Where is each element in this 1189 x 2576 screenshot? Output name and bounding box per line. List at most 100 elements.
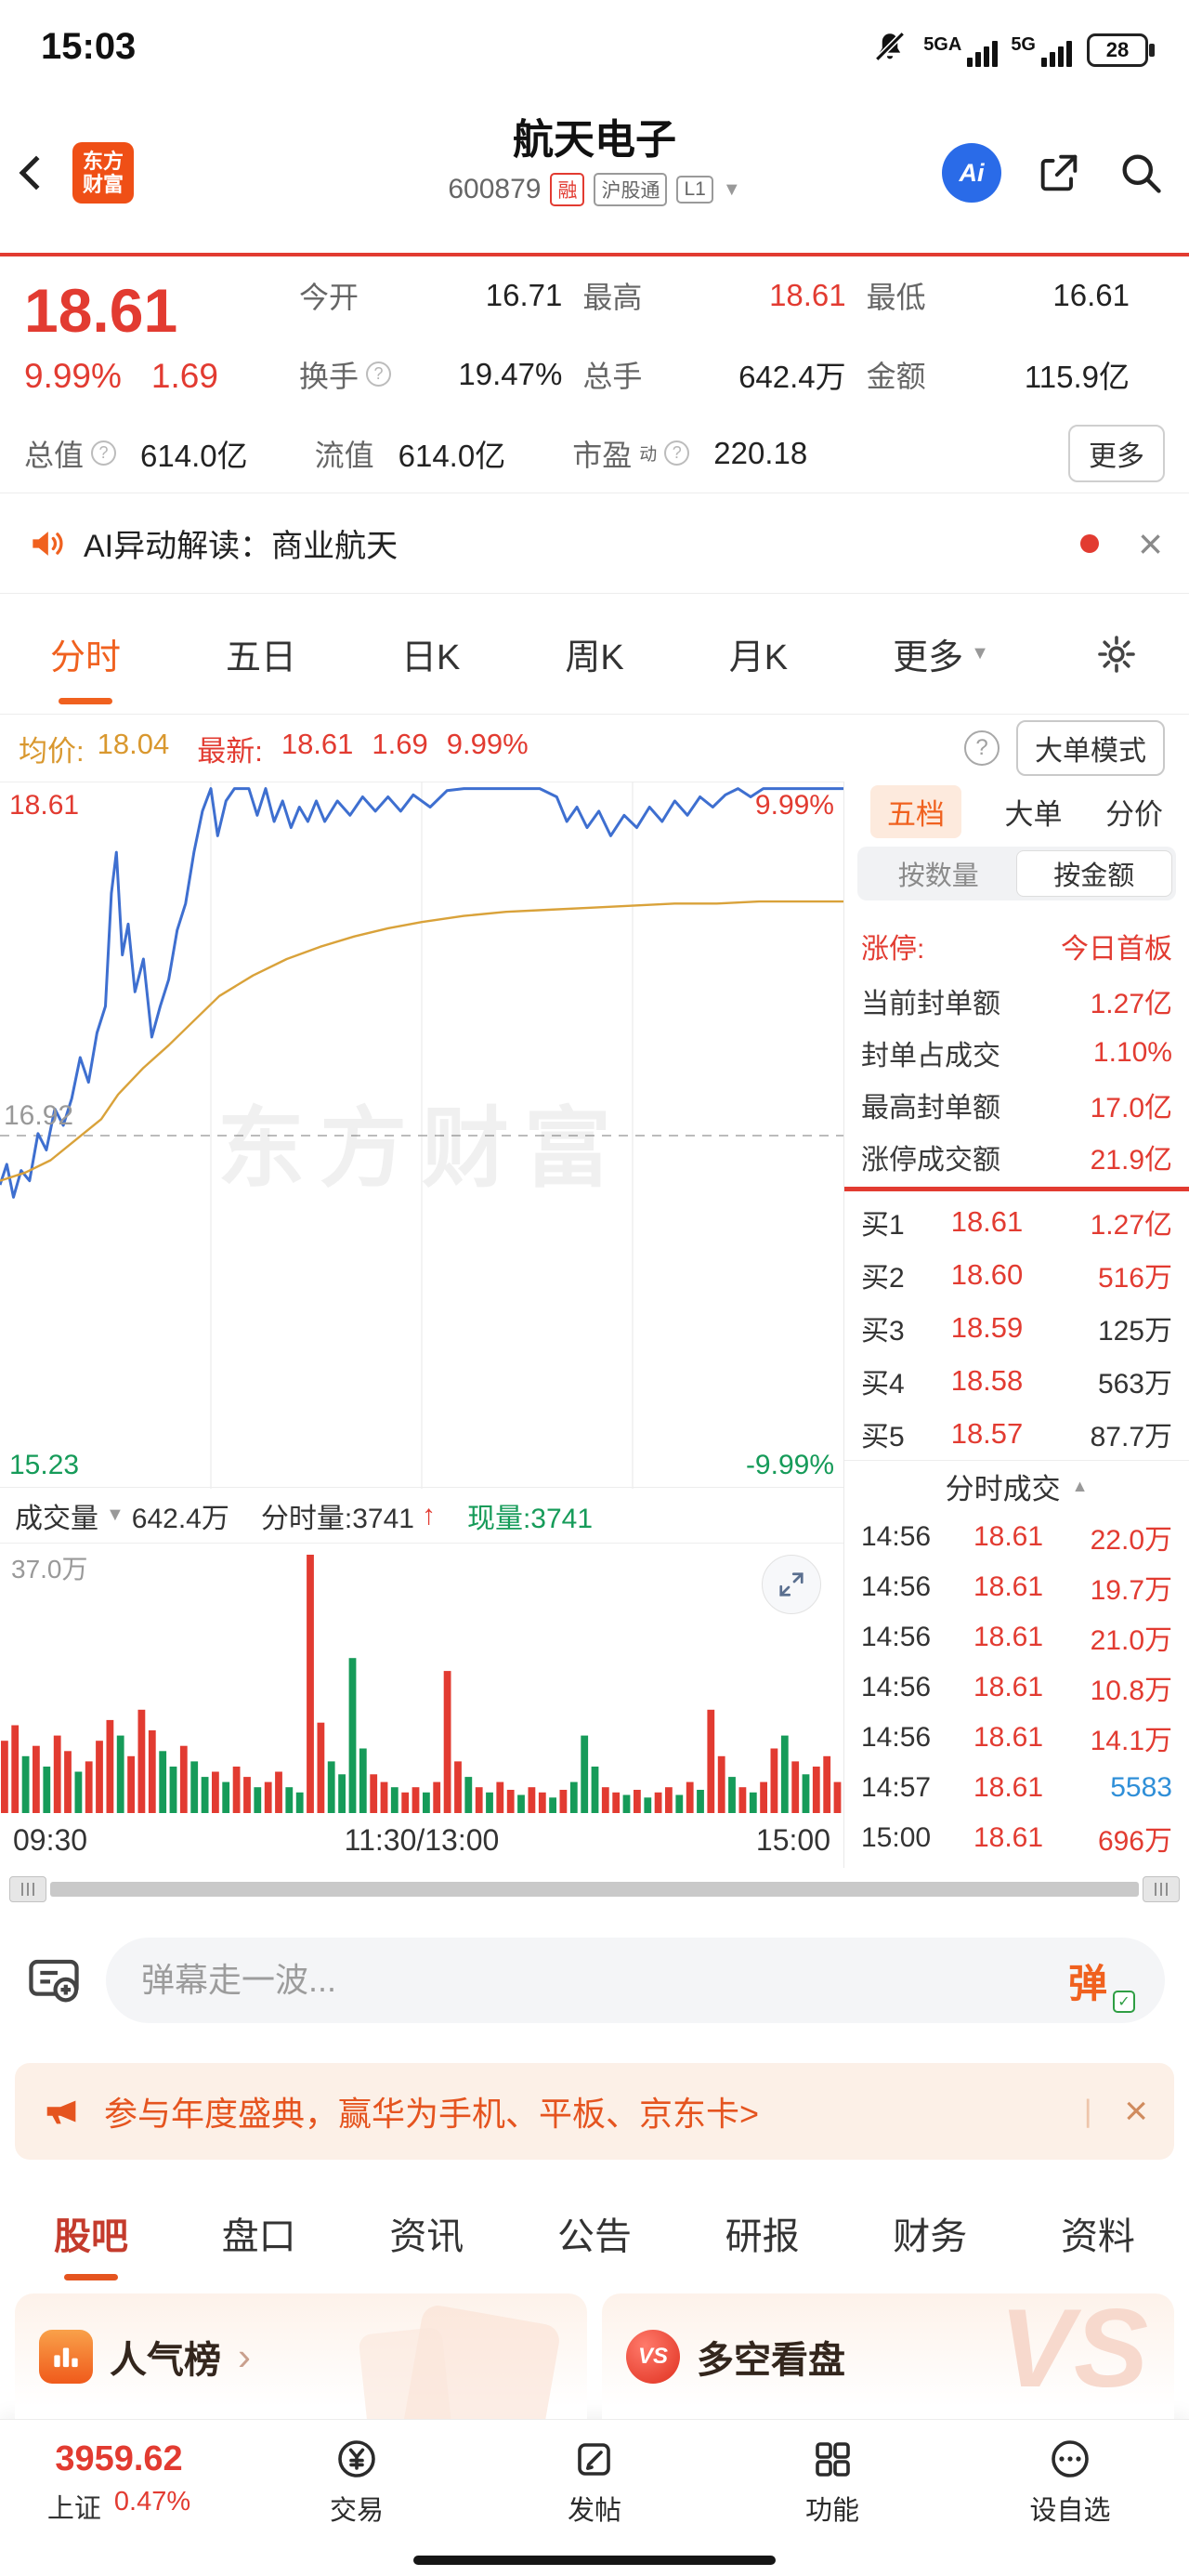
gear-icon[interactable] [1094,632,1139,677]
divider: 丨 [1072,2096,1104,2133]
help-icon[interactable]: ? [964,730,1000,766]
status-icons: 5GA 5G 28 [869,26,1155,67]
tab-announcements[interactable]: 公告 [556,2216,632,2257]
promo-text[interactable]: 参与年度盛典，赢华为手机、平板、京东卡> [104,2095,760,2133]
tab-forum[interactable]: 股吧 [54,2173,128,2293]
tab-financials[interactable]: 财务 [893,2216,968,2257]
tab-minute[interactable]: 分时 [50,594,121,714]
tab-more[interactable]: 更多 ▼ [893,638,989,677]
tab-5day[interactable]: 五日 [226,638,297,677]
more-button[interactable]: 更多 [1068,424,1165,482]
promo-close-button[interactable]: × [1124,2088,1148,2134]
tab-monthly-k[interactable]: 月K [728,638,789,677]
trade-icon [338,2440,375,2477]
back-button[interactable] [19,155,54,191]
depth-toggle: 按数量 按金额 [844,841,1189,906]
promo-banner[interactable]: 参与年度盛典，赢华为手机、平板、京东卡> 丨 × [15,2063,1174,2160]
signal-5g-icon: 5G [1011,34,1072,67]
bid-row[interactable]: 买3 18.59 125万 [861,1310,1172,1347]
tab-weekly-k[interactable]: 周K [565,638,624,677]
minute-volume: 分时量:3741 ↑ [260,1499,436,1534]
ai-assistant-button[interactable]: Ai [942,143,1001,203]
header-actions: Ai [942,143,1165,203]
speaker-icon [33,531,63,556]
ai-alert-bar[interactable]: AI异动解读：商业航天 × [0,493,1189,594]
trade-row: 14:56 18.61 10.8万 [861,1672,1172,1706]
comment-input[interactable] [141,1961,1052,2000]
bottom-nav: 3959.62 上证 0.47% 交易 发帖 功能 设自选 [0,2419,1189,2544]
fullscreen-button[interactable] [762,1555,821,1614]
status-time: 15:03 [41,25,137,67]
card-title: 人气榜 [110,2339,221,2381]
nav-watchlist[interactable]: 设自选 [951,2437,1189,2528]
bid-row[interactable]: 买4 18.58 563万 [861,1363,1172,1400]
ai-alert-text: AI异动解读：商业航天 [84,529,399,564]
bid-row[interactable]: 买5 18.57 87.7万 [861,1416,1172,1452]
tab-price-dist[interactable]: 分价 [1105,797,1163,831]
trade-row: 14:56 18.61 21.0万 [861,1622,1172,1656]
tab-news[interactable]: 资讯 [389,2216,464,2257]
toggle-by-amount[interactable]: 按金额 [1015,850,1172,897]
tab-big-orders[interactable]: 大单 [1004,797,1063,831]
bid-list: 买1 18.61 1.27亿 买2 18.60 516万 买3 18.59 125万 买4 1… [844,1195,1189,1460]
price-block: 18.61 9.99% 1.69 [0,256,279,414]
stat-turnover: 换手? 19.47% [299,356,563,393]
y-max-label: 18.61 [9,790,80,821]
live-dot [1080,533,1100,553]
rank-icon [39,2329,93,2384]
share-button[interactable] [1035,149,1083,197]
home-indicator[interactable] [413,2556,776,2565]
info-icon[interactable]: ? [91,440,117,467]
volume-dropdown[interactable]: 成交量 ▼ 642.4万 [15,1503,229,1534]
bid-row[interactable]: 买2 18.60 516万 [861,1257,1172,1294]
index-pct: 0.47% [113,2486,191,2517]
tab-profile[interactable]: 资料 [1060,2216,1135,2257]
megaphone-icon [46,2100,76,2124]
tab-five-levels[interactable]: 五档 [870,784,961,838]
nav-trade[interactable]: 交易 [238,2437,476,2528]
comment-input-pill: 弹✓ [106,1938,1165,2023]
info-icon[interactable]: ? [664,440,690,467]
arrow-up-icon: ↑ [421,1499,436,1531]
mute-icon [875,32,906,61]
danmu-toggle[interactable]: 弹 ✓ [1068,1952,1135,2013]
price-chart-svg [0,782,843,1489]
time-axis: 09:30 11:30/13:00 15:00 [0,1813,843,1868]
trade-row: 14:56 18.61 19.7万 [861,1571,1172,1606]
avg-price: 均价: 18.04 [19,727,170,768]
slider-left-grip[interactable] [9,1876,46,1902]
minute-price-chart[interactable]: 东方财富 18.61 9.99% 16.92 15.23 -9.99% [0,782,843,1489]
toggle-by-quantity[interactable]: 按数量 [897,861,979,891]
period-tabs: 分时 五日 日K 周K 月K 更多 ▼ [0,594,1189,715]
slider-right-grip[interactable] [1143,1876,1180,1902]
danmu-settings-icon[interactable] [24,1951,84,2010]
quote-stats-grid: 今开 16.71 最高 18.61 最低 16.61 换手? 19.47% 总手 642.… [279,256,1189,414]
card-title: 多空看盘 [697,2339,845,2381]
slider-track[interactable] [50,1882,1139,1897]
search-button[interactable] [1117,149,1165,197]
ai-close-button[interactable]: × [1138,519,1163,568]
bid-row[interactable]: 买1 18.61 1.27亿 [861,1204,1172,1241]
check-icon: ✓ [1113,1990,1135,2013]
home-indicator-area [0,2544,1189,2576]
tab-order-book[interactable]: 盘口 [221,2216,296,2257]
tab-research[interactable]: 研报 [725,2216,800,2257]
tab-daily-k[interactable]: 日K [401,638,461,677]
nav-index[interactable]: 3959.62 上证 0.47% [0,2439,238,2526]
info-icon[interactable]: ? [366,361,392,388]
trade-row: 14:57 18.61 5583 [861,1772,1172,1803]
bull-bear-card[interactable]: VS VS 多空看盘 [602,2293,1174,2419]
chevron-down-icon: ▼ [106,1505,124,1525]
nav-functions[interactable]: 功能 [713,2437,951,2528]
nav-post[interactable]: 发帖 [476,2437,713,2528]
chart-range-slider[interactable] [0,1868,1189,1911]
y-min-pct-label: -9.99% [745,1450,834,1480]
volume-chart[interactable]: 37.0万 [0,1544,843,1813]
comment-bar: 弹✓ [0,1911,1189,2050]
popularity-rank-card[interactable]: 人气榜 › [15,2293,587,2419]
trades-title[interactable]: 分时成交 ▲ [844,1460,1189,1512]
y-max-pct-label: 9.99% [754,790,834,821]
limit-row: 涨停成交额 21.9亿 [861,1145,1172,1176]
chevron-down-icon[interactable]: ▼ [722,178,741,200]
big-order-mode-button[interactable]: 大单模式 [1016,720,1165,776]
